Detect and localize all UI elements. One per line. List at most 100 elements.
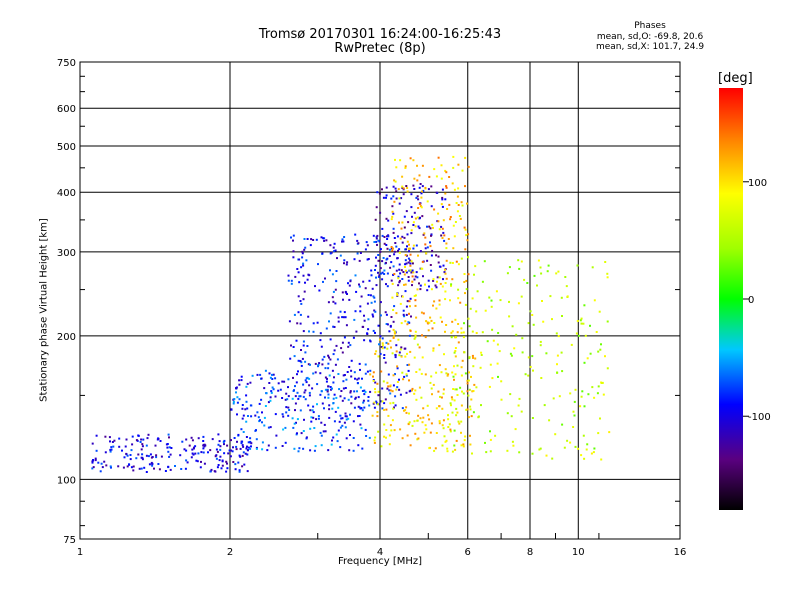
data-point [112,445,115,448]
data-point [385,244,388,246]
data-point [451,182,454,185]
data-point [441,424,444,427]
data-point [329,244,332,247]
data-point [200,451,203,454]
data-point [521,351,524,354]
data-point [300,266,303,269]
data-point [452,247,455,250]
data-point [442,388,445,391]
data-point [447,426,450,428]
data-point [430,288,433,291]
data-point [421,356,424,359]
data-point [329,269,331,272]
data-point [284,426,287,429]
data-point [374,264,377,267]
data-point [398,248,401,251]
data-point [411,389,413,392]
data-point [392,328,395,331]
data-point [415,371,418,373]
data-point [331,439,333,442]
data-point [238,469,241,472]
data-point [414,336,417,339]
data-point [350,395,353,398]
data-point [238,379,241,382]
data-point [137,453,140,456]
data-point [473,273,475,276]
data-point [539,344,542,347]
data-point [402,378,405,381]
data-point [405,406,408,409]
data-point [186,461,189,464]
data-point [302,447,305,450]
data-point [377,324,380,327]
data-point [316,403,318,406]
data-point [453,444,456,447]
data-point [457,288,460,291]
data-point [404,259,407,262]
data-point [583,361,586,364]
data-point [321,402,324,405]
data-point [496,362,499,365]
data-point [256,411,259,414]
data-point [135,457,138,460]
plot-frame [79,61,681,540]
data-point [464,372,467,375]
data-point [556,363,558,366]
data-point [527,322,530,325]
data-point [548,419,551,422]
data-point [387,414,390,417]
data-point [327,362,330,365]
data-point [235,445,238,448]
data-point [410,271,413,274]
data-point [288,409,291,411]
data-point [591,266,594,269]
data-point [449,216,452,218]
data-point [462,336,465,339]
data-point [416,288,419,291]
data-point [376,382,379,385]
data-point [424,247,427,250]
data-point [389,324,392,327]
data-point [386,247,389,250]
data-point [216,450,219,453]
data-point [361,377,363,380]
data-point [110,466,112,469]
data-point [396,367,399,370]
data-point [331,369,334,372]
data-point [408,250,410,253]
data-point [357,415,359,418]
data-point [439,282,442,285]
data-point [143,466,146,469]
data-point [506,412,509,415]
data-point [223,452,226,455]
data-point [355,330,358,333]
data-point [279,388,282,391]
data-point [288,320,291,323]
data-point [345,324,348,327]
data-point [297,295,300,298]
data-point [421,185,424,188]
data-point [445,372,448,375]
data-point [379,314,382,317]
data-point [366,258,369,261]
data-point [432,349,435,352]
data-point [433,208,436,211]
x-tick-label: 16 [674,547,687,558]
data-point [353,390,356,393]
data-point [394,395,397,398]
data-point [372,402,375,405]
data-point [561,423,564,426]
data-point [302,298,305,301]
data-point [225,470,228,473]
data-point [475,332,478,334]
data-point [414,389,417,392]
data-point [415,196,418,199]
data-point [389,424,392,427]
data-point [382,196,385,199]
data-point [453,399,456,402]
data-point [410,315,412,318]
data-point [364,248,367,251]
data-point [268,382,271,384]
data-point [369,340,372,343]
